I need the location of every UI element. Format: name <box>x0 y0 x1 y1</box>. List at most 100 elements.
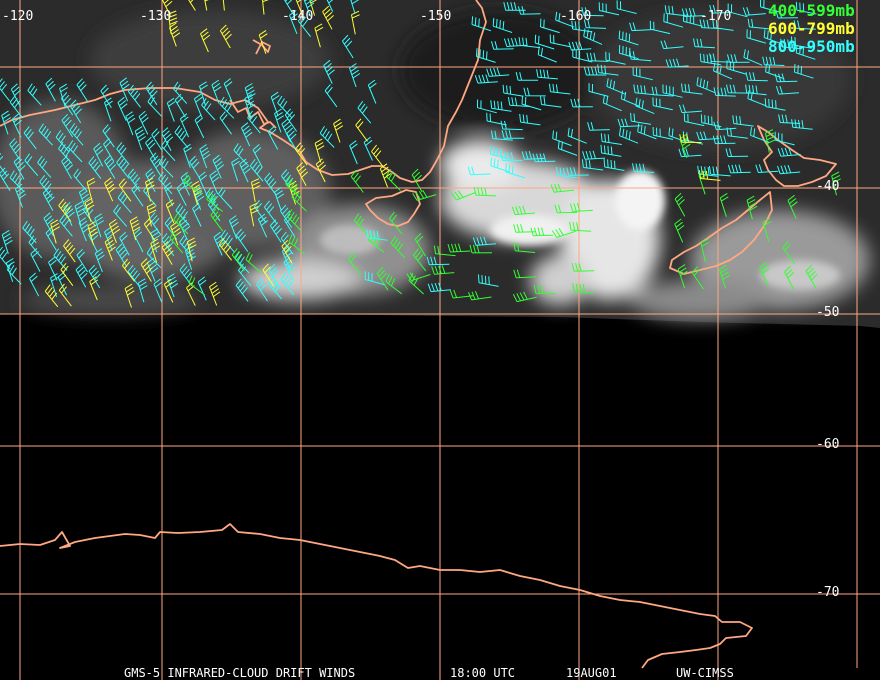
gulf-coast <box>252 39 271 55</box>
wind-barb <box>511 205 535 216</box>
wind-barb <box>414 232 427 257</box>
wind-barb <box>150 228 161 253</box>
wind-barb <box>696 131 720 141</box>
wind-barb <box>353 213 369 236</box>
wind-barb <box>532 153 556 163</box>
wind-barb <box>784 265 795 290</box>
wind-barb <box>600 133 622 145</box>
wind-barb <box>674 218 685 243</box>
wind-barb <box>794 63 814 79</box>
wind-barb <box>719 264 730 289</box>
wind-barb <box>477 99 497 114</box>
wind-barb <box>791 119 813 130</box>
wind-barb <box>48 256 58 281</box>
wind-barb <box>119 77 130 102</box>
wind-barb <box>189 155 201 180</box>
wind-barb <box>219 96 235 119</box>
wind-barb <box>777 164 801 175</box>
wind-barb <box>161 241 174 265</box>
wind-barb <box>411 168 423 193</box>
wind-barb <box>63 202 75 227</box>
wind-barb <box>199 144 211 169</box>
lon-label-160: -160 <box>560 9 591 24</box>
wind-barb <box>323 59 335 84</box>
wind-barb <box>295 0 304 18</box>
wind-barb <box>491 130 513 141</box>
wind-barb <box>268 263 280 288</box>
wind-barb <box>23 126 37 150</box>
wind-barb <box>43 212 54 237</box>
wind-barb <box>75 263 88 288</box>
wind-barb <box>117 190 132 214</box>
wind-barb <box>78 217 90 242</box>
wind-barb <box>500 120 523 131</box>
wind-barb <box>209 170 220 195</box>
wind-barb <box>598 2 620 16</box>
wind-barb <box>572 283 595 294</box>
wind-barb <box>76 248 89 273</box>
wind-barb <box>350 0 360 14</box>
wind-barb <box>9 170 25 193</box>
wind-barb <box>1 110 12 135</box>
wind-barb <box>22 220 37 244</box>
wind-barb <box>521 95 542 111</box>
wind-barb <box>431 265 455 275</box>
wind-barb <box>775 9 799 19</box>
wind-barb <box>244 93 256 118</box>
wind-barb <box>133 228 144 253</box>
wind-barb <box>89 276 98 301</box>
wind-barb <box>249 159 264 182</box>
wind-barb <box>726 84 749 94</box>
wind-barb <box>27 83 42 106</box>
wind-barb <box>88 156 102 180</box>
wind-barb <box>67 140 83 163</box>
wind-barb <box>367 79 377 104</box>
wind-barb <box>212 154 225 179</box>
wind-barb <box>207 198 221 222</box>
wind-barb <box>633 84 655 96</box>
wind-barb <box>179 113 190 138</box>
wind-barb <box>583 19 607 29</box>
wind-barb <box>24 153 39 177</box>
wind-barb <box>523 87 546 97</box>
wind-barb <box>322 5 334 30</box>
new-zealand-south <box>669 191 773 275</box>
wind-barb <box>618 44 639 60</box>
wind-barb <box>60 262 74 286</box>
wind-barb <box>150 238 161 263</box>
wind-barb <box>491 41 514 50</box>
wind-barb <box>217 187 233 210</box>
wind-barb <box>355 118 368 142</box>
wind-barb <box>474 74 498 84</box>
wind-barb <box>129 216 141 241</box>
wind-barb <box>125 111 136 136</box>
wind-barb <box>128 84 141 108</box>
wind-barb <box>93 142 104 167</box>
wind-barb <box>556 166 578 179</box>
wind-barb <box>492 17 513 33</box>
wind-barb <box>10 83 22 108</box>
wind-barb <box>632 163 655 173</box>
wind-barb <box>693 38 716 49</box>
wind-barb <box>163 182 174 207</box>
wind-barb <box>239 158 251 183</box>
wind-barb <box>637 123 657 140</box>
wind-barb <box>137 278 148 303</box>
wind-barb <box>13 155 26 180</box>
wind-barb <box>674 192 686 217</box>
wind-barb <box>426 256 450 266</box>
wind-barb <box>235 228 249 252</box>
wind-barb <box>14 183 27 208</box>
legend-400-599: 400-599mb <box>768 1 855 20</box>
lon-label-150: -150 <box>420 9 451 24</box>
wind-barb <box>698 170 721 181</box>
wind-barb <box>258 29 268 54</box>
wind-barb <box>131 183 144 207</box>
wind-barb <box>791 36 812 49</box>
wind-barb <box>256 277 268 302</box>
wind-barb <box>473 186 496 197</box>
wind-barb <box>161 138 176 162</box>
wind-barb <box>719 192 729 217</box>
wind-barb <box>169 22 181 47</box>
